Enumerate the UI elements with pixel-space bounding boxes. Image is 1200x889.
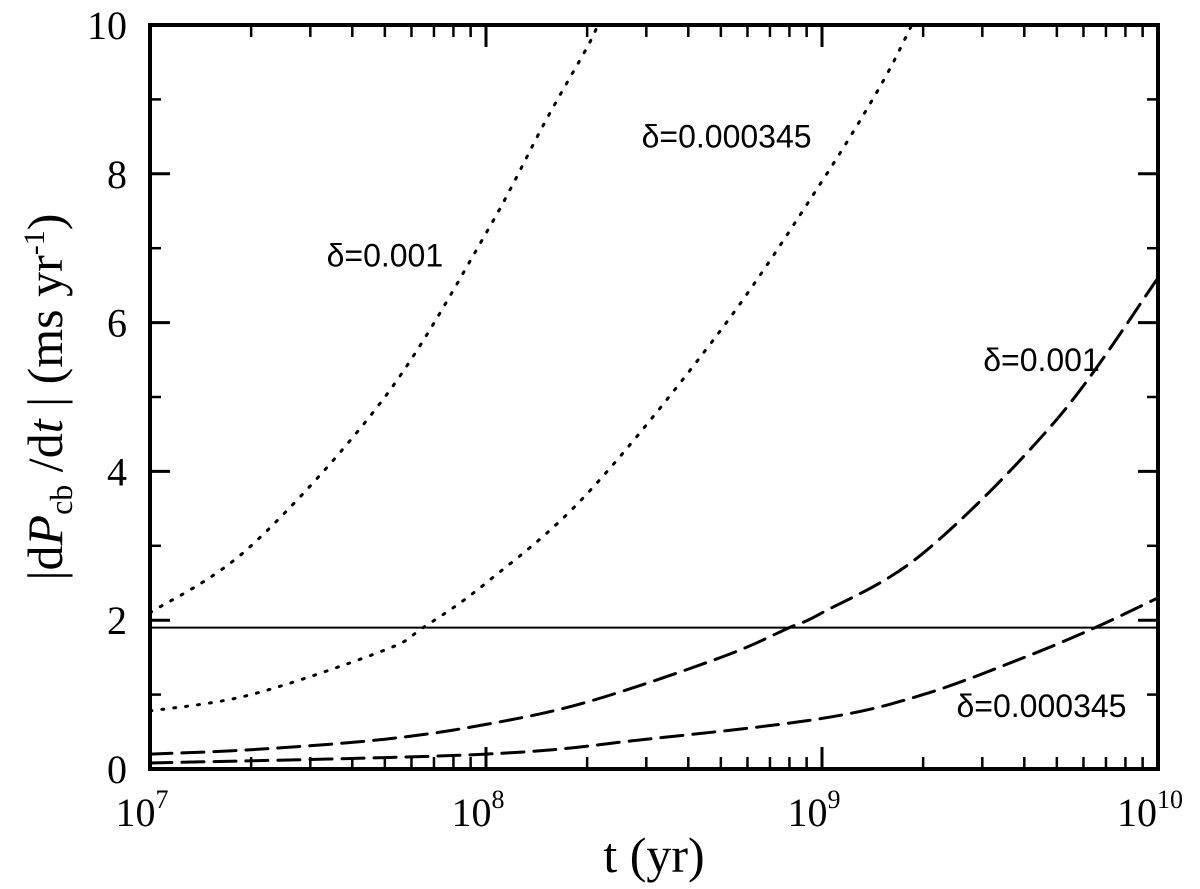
x-tick-label-exponent: 9 xyxy=(828,785,841,814)
y-axis-title-p: P xyxy=(17,515,73,547)
x-tick-label-exponent: 10 xyxy=(1157,785,1183,814)
y-axis-title-subscript: cb xyxy=(43,485,79,515)
y-axis-title-superscript: -1 xyxy=(18,230,51,255)
x-axis-title: t (yr) xyxy=(603,827,704,883)
y-axis-title: |dPcb /dt | (ms yr-1) xyxy=(17,214,79,581)
series-line-1 xyxy=(150,25,600,615)
x-tick-label-exponent: 7 xyxy=(156,785,169,814)
y-tick-label-4: 6 xyxy=(107,301,127,346)
y-tick-label-3: 4 xyxy=(107,449,127,494)
curve-annotation-1: δ=0.001 xyxy=(327,238,444,274)
curve-annotation-4: δ=0.000345 xyxy=(956,688,1126,724)
series-layer xyxy=(150,25,1158,765)
x-tick-label-exponent: 8 xyxy=(492,785,505,814)
y-tick-label-6: 10 xyxy=(87,3,127,48)
y-tick-label-2: 2 xyxy=(107,598,127,643)
x-tick-label-base: 10 xyxy=(1117,790,1157,835)
series-line-4 xyxy=(150,596,1158,765)
y-axis-title-d: d xyxy=(17,545,73,570)
x-tick-label-1: 107 xyxy=(116,785,169,835)
x-tick-label-4: 1010 xyxy=(1117,785,1183,835)
y-axis-title-slash: /d xyxy=(17,433,73,484)
series-line-3 xyxy=(150,276,1158,756)
y-tick-label-5: 8 xyxy=(107,152,127,197)
x-tick-label-base: 10 xyxy=(788,790,828,835)
y-axis-title-bar-left: | xyxy=(17,570,73,580)
y-axis-title-close: ) xyxy=(17,214,73,231)
curve-annotation-2: δ=0.000345 xyxy=(642,119,812,155)
y-axis-title-t: t xyxy=(17,418,73,433)
x-tick-label-2: 108 xyxy=(452,785,505,835)
series-line-2 xyxy=(150,25,914,713)
y-tick-label-1: 0 xyxy=(107,747,127,792)
x-tick-label-base: 10 xyxy=(452,790,492,835)
x-tick-label-base: 10 xyxy=(116,790,156,835)
y-axis-title-units: (ms yr xyxy=(17,255,73,397)
curve-annotation-3: δ=0.001 xyxy=(983,342,1100,378)
x-tick-label-3: 109 xyxy=(788,785,841,835)
y-axis-title-bar-right: | xyxy=(17,397,73,420)
annotation-layer: δ=0.001 δ=0.000345 δ=0.001 δ=0.000345 xyxy=(327,119,1127,724)
